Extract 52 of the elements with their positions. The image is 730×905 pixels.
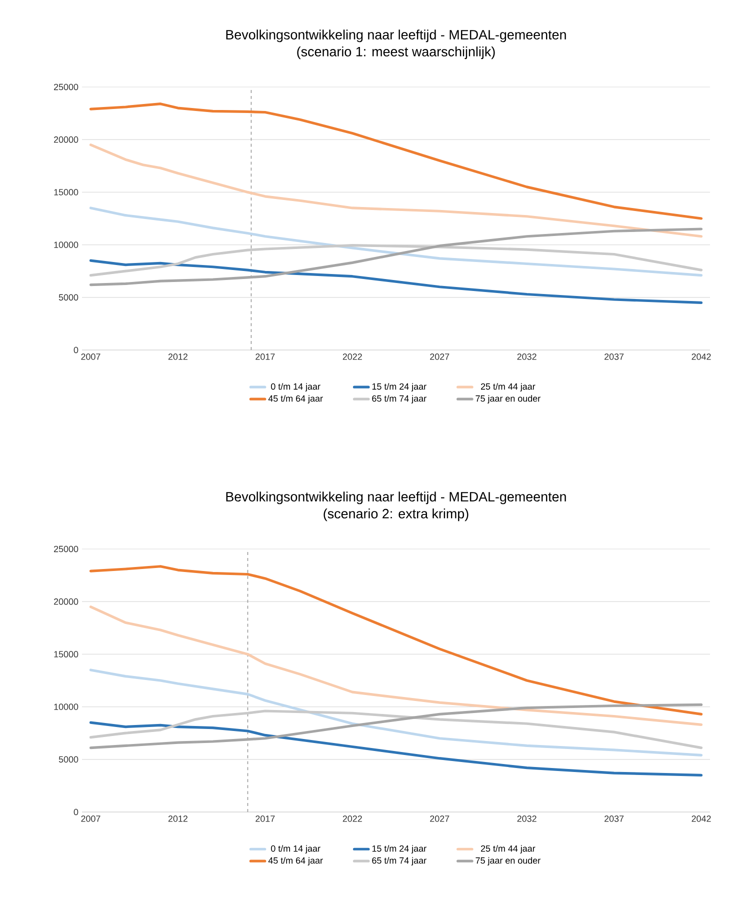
x-tick-label: 2007	[81, 816, 100, 822]
x-tick-label: 2007	[81, 354, 100, 360]
legend-label: 75 jaar en ouder	[476, 857, 540, 866]
legend-label: 25 t/m 44 jaar	[480, 845, 536, 854]
line-series	[89, 565, 703, 716]
chart-subtitle: (scenario 2: extra krimp)	[324, 508, 468, 522]
line-series	[89, 244, 703, 277]
legend-label: 75 jaar en ouder	[476, 395, 540, 404]
line-series	[89, 721, 703, 776]
x-tick-label: 2012	[168, 816, 188, 822]
y-tick-label: 0	[74, 346, 78, 354]
legend-label: 15 t/m 24 jaar	[372, 845, 426, 854]
line-series	[89, 102, 703, 220]
x-tick-label: 2017	[256, 354, 275, 360]
x-tick-label: 2022	[342, 354, 362, 360]
y-tick-label: 5000	[58, 294, 78, 301]
x-tick-label: 2027	[430, 816, 450, 822]
y-tick-label: 10000	[54, 704, 78, 710]
y-tick-label: 25000	[54, 84, 78, 90]
chart-title: Bevolkingsontwikkeling naar leeftijd - MEDAL-gemeenten	[226, 492, 566, 504]
y-tick-label: 15000	[54, 189, 78, 196]
x-tick-label: 2037	[604, 354, 624, 360]
x-tick-label: 2037	[604, 816, 624, 822]
x-tick-label: 2032	[517, 816, 536, 822]
y-tick-label: 20000	[54, 598, 78, 605]
legend-label: 65 t/m 74 jaar	[372, 857, 426, 866]
legend-label: 45 t/m 64 jaar	[268, 395, 323, 404]
y-tick-label: 20000	[54, 136, 78, 143]
x-tick-label: 2027	[430, 354, 450, 360]
x-tick-label: 2017	[256, 816, 275, 822]
y-tick-label: 0	[74, 808, 78, 816]
x-tick-label: 2022	[342, 816, 362, 822]
x-tick-label: 2042	[692, 816, 711, 822]
legend-label: 0 t/m 14 jaar	[270, 383, 320, 392]
x-tick-label: 2032	[517, 354, 536, 360]
legend-label: 65 t/m 74 jaar	[372, 395, 426, 404]
chart-title: Bevolkingsontwikkeling naar leeftijd - MEDAL-gemeenten	[226, 30, 566, 42]
legend-label: 0 t/m 14 jaar	[270, 845, 320, 854]
line-series	[89, 206, 703, 277]
legend-label: 45 t/m 64 jaar	[268, 857, 323, 866]
x-tick-label: 2042	[692, 354, 711, 360]
x-tick-label: 2012	[168, 354, 188, 360]
legend-label: 25 t/m 44 jaar	[480, 383, 536, 392]
y-tick-label: 25000	[54, 546, 78, 552]
line-series	[89, 144, 703, 238]
line-series	[89, 668, 703, 756]
y-tick-label: 5000	[58, 756, 78, 763]
y-tick-label: 15000	[54, 651, 78, 658]
y-tick-label: 10000	[54, 242, 78, 248]
chart-subtitle: (scenario 1: meest waarschijnlijk)	[297, 46, 495, 60]
legend-label: 15 t/m 24 jaar	[372, 383, 426, 392]
line-series	[89, 259, 703, 304]
